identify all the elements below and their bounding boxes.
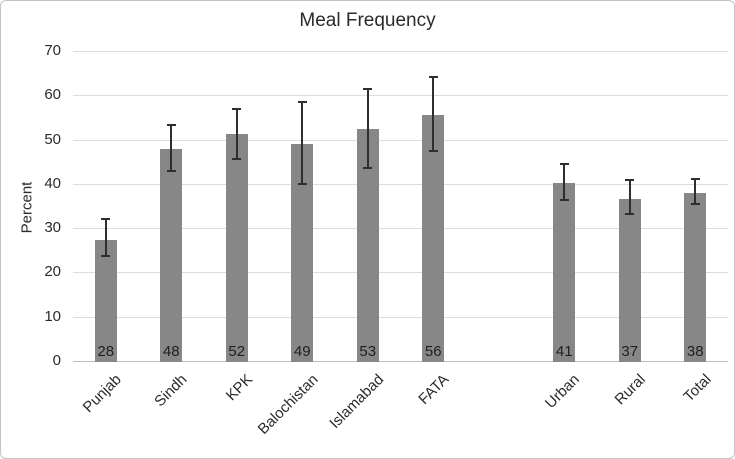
error-bar-sindh	[170, 124, 173, 171]
x-tick-label-total: Total	[679, 371, 715, 406]
bar-value-label-kpk: 52	[228, 343, 246, 360]
bar-value-label-islamabad: 53	[359, 343, 377, 360]
x-tick-label-rural: Rural	[611, 371, 649, 409]
bar-value-label-sindh: 48	[162, 343, 180, 360]
error-bar-islamabad	[366, 89, 369, 169]
bar-punjab	[94, 240, 117, 362]
error-bar-cap	[428, 76, 438, 79]
x-axis-line	[73, 361, 728, 362]
error-bar-punjab	[104, 219, 107, 256]
error-bar-rural	[628, 179, 631, 215]
bar-value-label-rural: 37	[621, 343, 639, 360]
error-bar-cap	[690, 178, 700, 181]
gridline	[73, 316, 728, 318]
y-tick-label: 10	[44, 307, 61, 325]
error-bar-cap	[363, 88, 373, 91]
y-tick-label: 70	[44, 42, 61, 59]
error-bar-cap	[297, 100, 307, 103]
gridline	[73, 272, 728, 274]
chart-title: Meal Frequency	[299, 10, 436, 31]
bar-fata	[422, 115, 445, 362]
error-bar-cap	[625, 178, 635, 181]
bar-balochistan	[291, 144, 314, 362]
gridline	[73, 95, 728, 97]
error-bar-balochistan	[301, 101, 304, 184]
y-tick-label: 30	[44, 219, 61, 237]
error-bar-kpk	[235, 109, 238, 160]
error-bar-cap	[559, 163, 569, 166]
gridline	[73, 228, 728, 230]
error-bar-cap	[166, 169, 176, 172]
x-tick-label-balochistan: Balochistan	[254, 371, 322, 438]
bar-value-label-urban: 41	[555, 343, 573, 360]
error-bar-cap	[625, 213, 635, 216]
error-bar-cap	[428, 150, 438, 153]
bar-total	[684, 192, 707, 362]
error-bar-cap	[690, 202, 700, 205]
error-bar-urban	[563, 164, 566, 200]
error-bar-cap	[101, 254, 111, 257]
error-bar-fata	[432, 77, 435, 152]
x-tick-label-sindh: Sindh	[151, 371, 191, 411]
y-tick-label: 50	[44, 130, 61, 148]
bar-value-label-punjab: 28	[97, 343, 115, 360]
y-axis-title: Percent	[18, 181, 36, 234]
bar-rural	[618, 199, 641, 362]
gridline	[73, 51, 728, 52]
error-bar-cap	[232, 158, 242, 161]
bar-sindh	[160, 149, 183, 362]
plot-area: 28 48 52 49 53 56 41 37 38	[73, 51, 728, 362]
bar-value-label-balochistan: 49	[293, 343, 311, 360]
error-bar-cap	[297, 182, 307, 185]
y-tick-label: 20	[44, 263, 61, 281]
x-tick-label-punjab: Punjab	[79, 371, 125, 417]
error-bar-total	[694, 179, 697, 204]
gridline	[73, 183, 728, 185]
x-tick-label-islamabad: Islamabad	[325, 371, 387, 432]
y-tick-label: 0	[52, 352, 61, 369]
bar-kpk	[225, 133, 248, 362]
y-tick-label: 40	[44, 174, 61, 192]
x-tick-label-kpk: KPK	[222, 371, 256, 405]
bar-urban	[553, 183, 576, 362]
bar-value-label-fata: 56	[424, 343, 442, 360]
error-bar-cap	[559, 198, 569, 201]
bar-islamabad	[356, 128, 379, 362]
y-tick-label: 60	[44, 86, 61, 104]
error-bar-cap	[166, 123, 176, 126]
error-bar-cap	[101, 218, 111, 221]
bar-value-label-total: 38	[686, 343, 704, 360]
error-bar-cap	[363, 167, 373, 170]
x-tick-label-urban: Urban	[542, 371, 584, 412]
x-tick-label-fata: FATA	[415, 371, 453, 408]
error-bar-cap	[232, 108, 242, 111]
gridline	[73, 139, 728, 141]
